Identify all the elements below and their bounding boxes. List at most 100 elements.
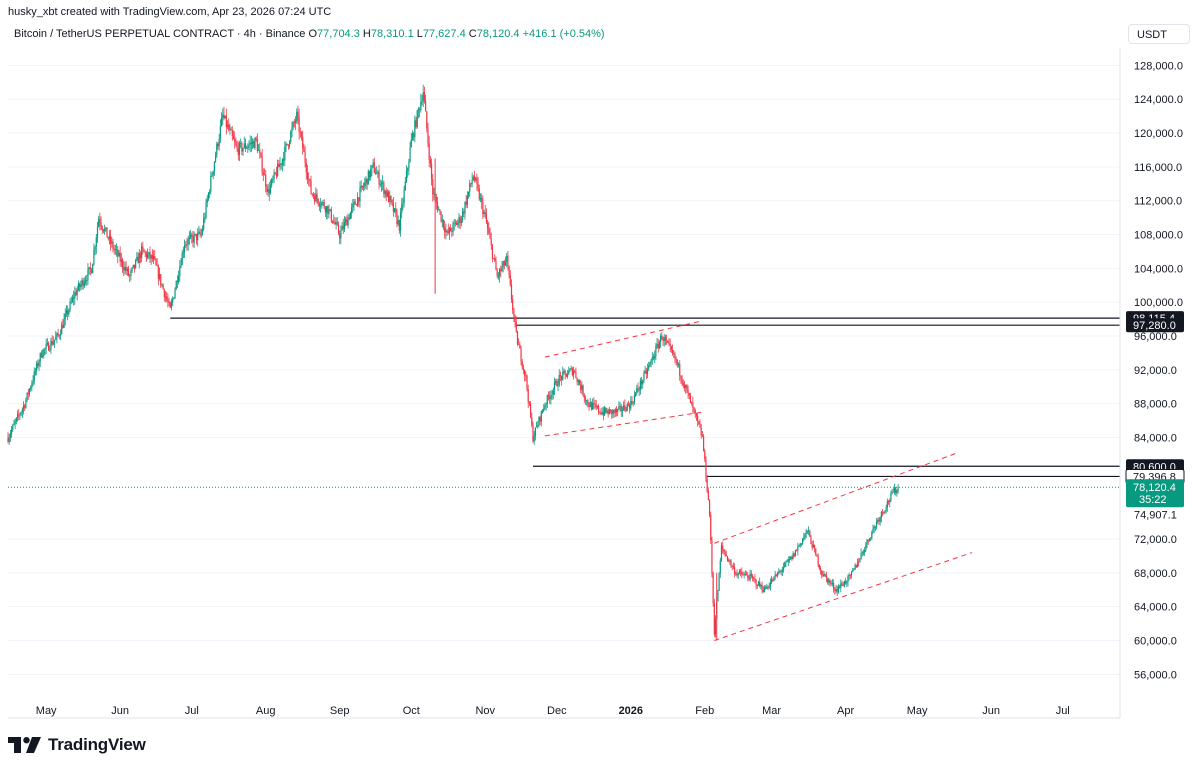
candle-body — [172, 298, 174, 303]
candle-body — [663, 337, 665, 341]
candle-body — [608, 409, 610, 415]
high-value: 78,310.1 — [370, 28, 414, 40]
candle-body — [586, 400, 588, 402]
y-tick-label: 92,000.0 — [1134, 365, 1177, 377]
candle-body — [877, 519, 879, 522]
candle-body — [830, 582, 832, 584]
candle-body — [81, 280, 83, 285]
candle-body — [303, 148, 305, 152]
candle-body — [445, 230, 447, 233]
candle-body — [646, 368, 649, 374]
candle-body — [754, 578, 756, 580]
candle-body — [194, 233, 196, 235]
x-tick-label: May — [907, 705, 928, 717]
candle-body — [74, 292, 76, 299]
candle-body — [164, 296, 167, 298]
candle-body — [751, 575, 754, 578]
candle-body — [639, 380, 641, 390]
candle-body — [126, 268, 128, 272]
high-label: H — [362, 28, 371, 40]
candle-body — [95, 237, 97, 247]
candle-body — [192, 237, 194, 243]
candle-body — [689, 395, 692, 404]
candle-body — [654, 356, 656, 359]
candle-body — [390, 195, 392, 201]
candle-body — [399, 212, 402, 231]
candle-body — [68, 309, 70, 315]
candle-body — [821, 570, 823, 575]
candle-body — [854, 564, 856, 570]
candle-body — [44, 348, 46, 350]
candle-body — [38, 361, 40, 367]
candle-body — [378, 171, 380, 185]
tradingview-brand[interactable]: TradingView — [8, 734, 146, 756]
candle-body — [96, 226, 99, 238]
candle-body — [883, 512, 885, 514]
candle-body — [220, 117, 223, 126]
symbol-title[interactable]: Bitcoin / TetherUS PERPETUAL CONTRACT · … — [14, 28, 306, 40]
x-tick-label: Jun — [982, 705, 1000, 717]
price-axis[interactable]: 128,000.0 124,000.0 120,000.0 116,000.0 112,… — [1134, 60, 1183, 681]
candle-body — [824, 573, 826, 576]
candle-body — [695, 413, 698, 417]
candle-body — [452, 223, 454, 232]
y-tick-label: 128,000.0 — [1134, 60, 1183, 72]
candle-body — [730, 560, 732, 566]
candle-body — [766, 586, 768, 589]
candle-body — [457, 221, 459, 225]
candle-body — [345, 219, 347, 223]
candle-body — [643, 372, 645, 381]
x-tick-label: Jul — [1056, 705, 1070, 717]
candle-body — [360, 185, 362, 189]
candle-body — [175, 280, 177, 290]
level-price-label: 97,280.0 — [1133, 320, 1176, 332]
candle-body — [415, 120, 417, 127]
author-line: husky_xbt created with TradingView.com, … — [8, 6, 332, 18]
candle-body — [62, 324, 64, 328]
candle-body — [478, 188, 480, 200]
candle-body — [477, 183, 479, 189]
candle-body — [210, 176, 212, 192]
x-tick-label: Jun — [111, 705, 129, 717]
candle-body — [640, 380, 643, 385]
candle-body — [823, 573, 825, 577]
candle-body — [873, 526, 875, 529]
candle-body — [479, 197, 482, 200]
candle-body — [76, 290, 78, 296]
candle-body — [572, 370, 575, 375]
candle-body — [756, 585, 758, 587]
candle-body — [173, 297, 175, 299]
candles — [7, 84, 899, 641]
candle-body — [102, 229, 105, 232]
candle-body — [841, 583, 843, 585]
candle-body — [316, 193, 318, 199]
candle-body — [864, 549, 866, 553]
candle-body — [222, 114, 224, 118]
candle-body — [108, 235, 111, 239]
candle-body — [93, 250, 95, 265]
candle-body — [506, 255, 508, 262]
currency-selector[interactable]: USDT — [1128, 24, 1190, 44]
candle-body — [146, 254, 149, 258]
candle-body — [232, 135, 235, 140]
candle-body — [391, 200, 393, 203]
candle-body — [748, 577, 750, 580]
candle-body — [874, 526, 877, 528]
candle-body — [168, 302, 170, 304]
candle-body — [453, 222, 455, 224]
channel-upper-line — [714, 453, 956, 544]
candle-body — [582, 385, 584, 396]
candle-body — [850, 571, 853, 576]
candle-body — [652, 357, 655, 359]
time-axis[interactable]: May Jun Jul Aug Sep Oct Nov Dec 2026 Feb Mar Apr May… — [36, 705, 1070, 717]
candle-body — [683, 385, 686, 388]
candle-body — [531, 417, 533, 426]
candle-body — [275, 173, 278, 177]
candle-body — [728, 560, 730, 562]
candle-body — [711, 540, 713, 574]
candle-body — [205, 202, 207, 217]
candle-body — [592, 402, 594, 410]
candle-body — [392, 202, 394, 212]
candle-body — [273, 172, 275, 179]
